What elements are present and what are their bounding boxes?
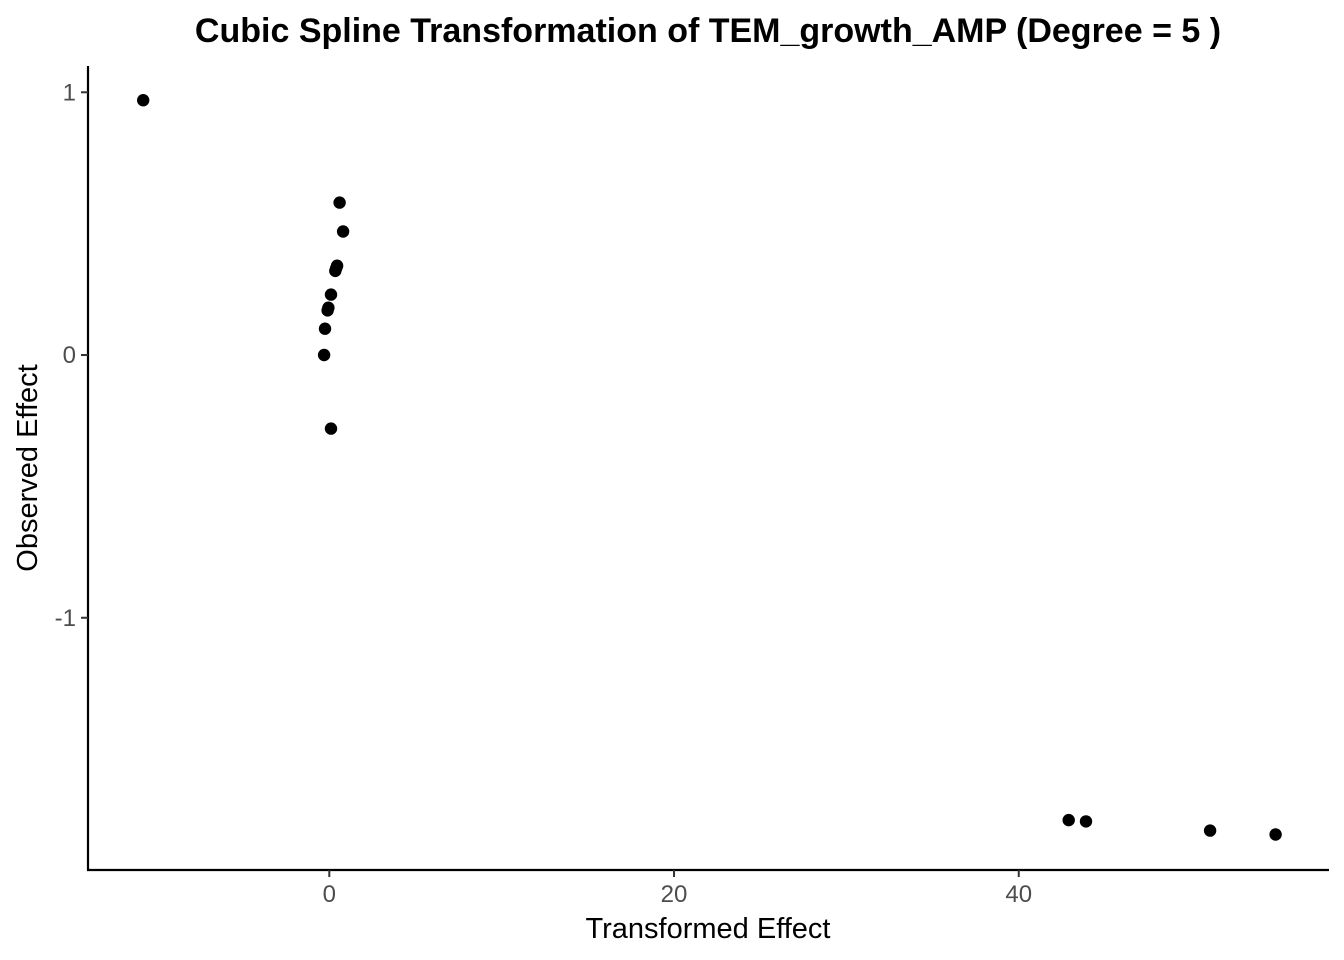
data-point xyxy=(324,288,338,301)
data-point xyxy=(1062,813,1075,827)
data-point xyxy=(333,196,346,209)
y-tick-label: 1 xyxy=(63,79,76,106)
y-axis-title: Observed Effect xyxy=(12,364,44,571)
data-point xyxy=(137,94,150,107)
data-point xyxy=(1203,824,1217,837)
x-axis-ticks: 0 20 40 xyxy=(323,870,1032,908)
x-tick-label: 20 xyxy=(661,881,688,908)
data-point xyxy=(1269,828,1282,841)
x-tick-label: 0 xyxy=(323,881,336,908)
data-point xyxy=(317,348,331,362)
y-tick-label: 0 xyxy=(63,342,76,369)
y-tick-label: -1 xyxy=(55,605,76,632)
data-point xyxy=(336,225,350,238)
x-axis-title: Transformed Effect xyxy=(586,913,831,945)
x-tick-label: 40 xyxy=(1005,881,1032,908)
chart-title: Cubic Spline Transformation of TEM_growt… xyxy=(195,12,1221,50)
y-axis-ticks: -1 0 1 xyxy=(55,79,88,632)
data-point xyxy=(329,264,342,278)
data-point xyxy=(321,304,334,317)
data-point xyxy=(1079,815,1093,828)
data-point xyxy=(324,422,338,435)
data-point xyxy=(318,322,332,335)
data-points xyxy=(137,94,1282,841)
